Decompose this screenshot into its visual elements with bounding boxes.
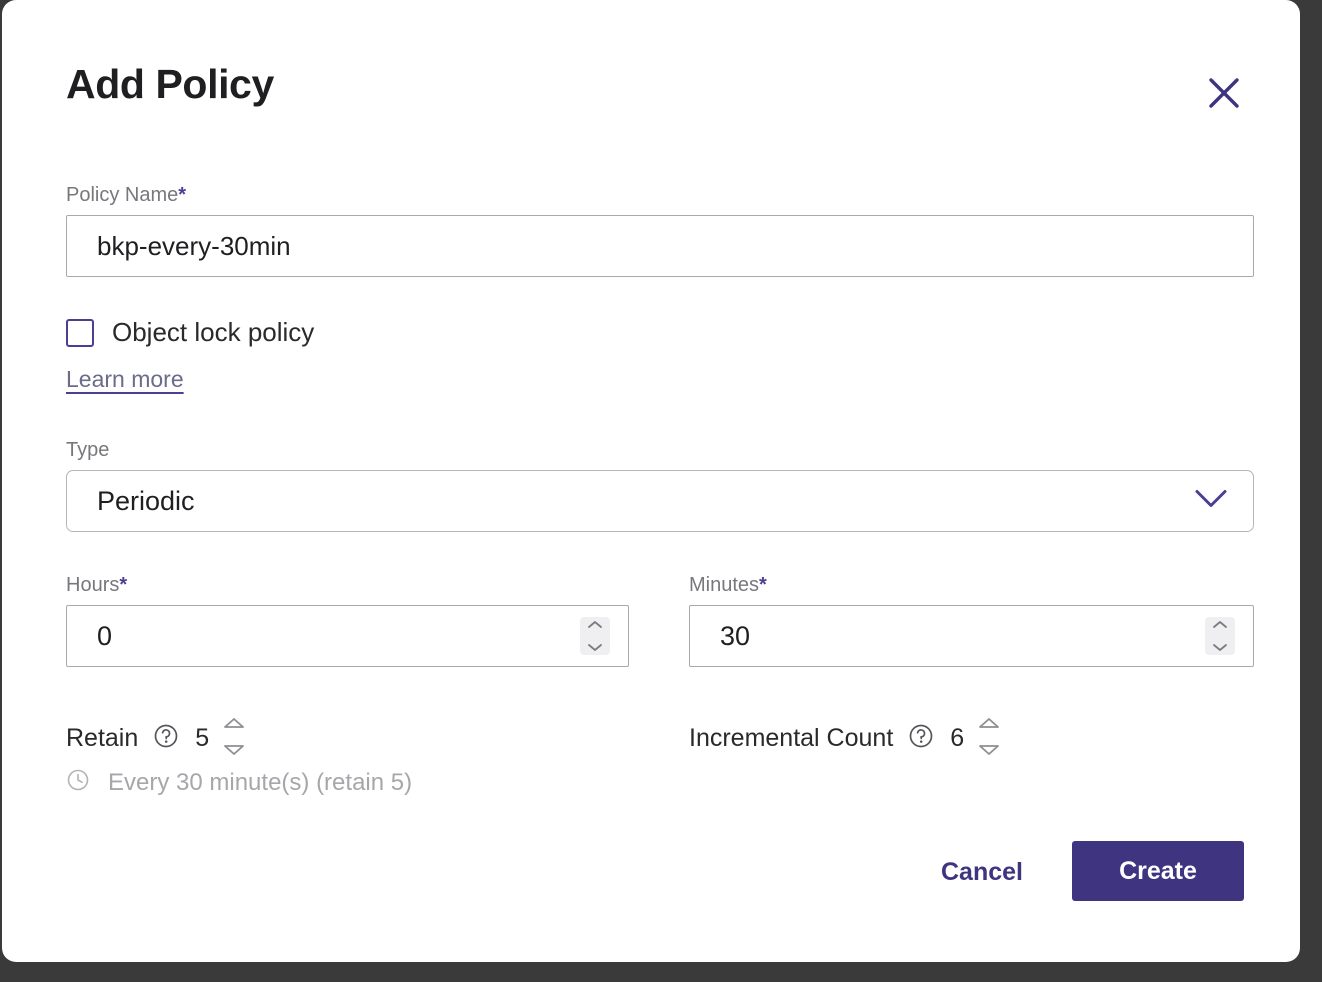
type-select[interactable]: Periodic <box>66 470 1254 532</box>
hours-field <box>66 605 629 667</box>
clock-icon <box>66 768 90 797</box>
minutes-label: Minutes* <box>689 575 767 595</box>
incremental-count-value: 6 <box>950 724 965 752</box>
create-button[interactable]: Create <box>1072 841 1244 901</box>
minutes-field <box>689 605 1254 667</box>
page-title: Add Policy <box>66 61 274 107</box>
object-lock-policy-checkbox[interactable] <box>66 318 94 347</box>
triangle-down-icon <box>978 743 1000 761</box>
help-circle-icon[interactable] <box>908 723 934 754</box>
minutes-stepper[interactable] <box>1205 617 1235 655</box>
minutes-label-text: Minutes <box>689 574 760 596</box>
retain-value: 5 <box>195 724 210 752</box>
retain-row: Retain 5 <box>66 716 245 761</box>
add-policy-dialog: Add Policy Policy Name* Object lock poli… <box>2 0 1300 962</box>
type-label: Type <box>66 439 110 461</box>
minutes-input[interactable] <box>690 606 1253 666</box>
type-select-wrapper: Periodic <box>66 470 1254 532</box>
schedule-summary: Every 30 minute(s) (retain 5) <box>66 768 412 797</box>
hours-label-text: Hours <box>66 574 120 596</box>
incremental-count-row: Incremental Count 6 <box>689 716 1000 761</box>
retain-stepper[interactable] <box>223 716 245 761</box>
dialog-header: Add Policy <box>2 0 1300 150</box>
triangle-up-icon <box>978 716 1000 734</box>
required-asterisk: * <box>759 574 767 596</box>
hours-label: Hours* <box>66 575 127 595</box>
help-circle-icon[interactable] <box>153 723 179 754</box>
retain-label: Retain <box>66 724 139 752</box>
cancel-button[interactable]: Cancel <box>939 855 1025 889</box>
close-icon <box>1206 75 1242 114</box>
object-lock-policy-checkbox-row[interactable]: Object lock policy <box>66 317 314 348</box>
hours-input[interactable] <box>67 606 628 666</box>
triangle-up-icon <box>223 716 245 734</box>
close-button[interactable] <box>1198 68 1250 120</box>
chevron-down-icon <box>1212 639 1228 657</box>
policy-name-label-text: Policy Name <box>66 184 179 206</box>
required-asterisk: * <box>178 184 187 206</box>
schedule-summary-text: Every 30 minute(s) (retain 5) <box>108 768 413 796</box>
triangle-down-icon <box>223 743 245 761</box>
object-lock-policy-label: Object lock policy <box>112 317 315 347</box>
chevron-up-icon <box>1212 616 1228 634</box>
incremental-count-stepper[interactable] <box>978 716 1000 761</box>
learn-more-link[interactable]: Learn more <box>66 366 184 392</box>
incremental-count-label: Incremental Count <box>689 724 894 752</box>
required-asterisk: * <box>119 574 128 596</box>
chevron-up-icon <box>587 616 603 634</box>
chevron-down-icon <box>587 639 603 657</box>
policy-name-label: Policy Name* <box>66 185 186 205</box>
policy-name-input[interactable] <box>66 215 1254 277</box>
hours-stepper[interactable] <box>580 617 610 655</box>
